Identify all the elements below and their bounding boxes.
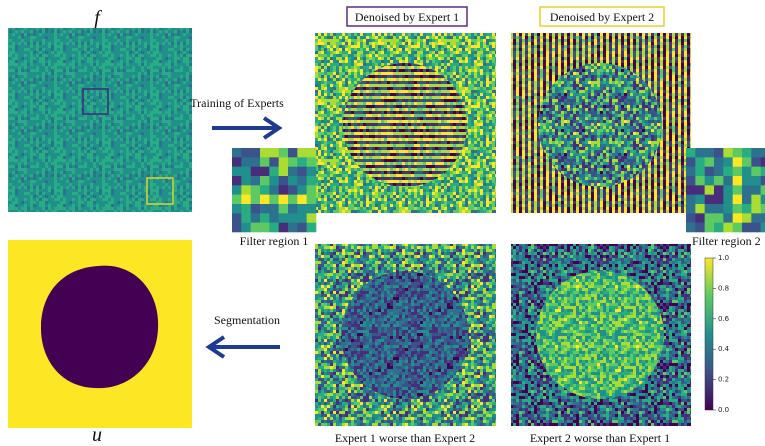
caption1: Expert 1 worse than Expert 2: [335, 431, 475, 445]
colorbar-tick-label: 1.0: [718, 254, 729, 262]
difference-image-1: [315, 244, 496, 426]
expert1-title: Denoised by Expert 1: [355, 10, 459, 24]
difference-image-2: [511, 244, 691, 426]
filter-patch-1: [232, 148, 316, 232]
caption2: Expert 2 worse than Expert 1: [530, 431, 670, 445]
expert1-image: [315, 33, 496, 213]
output-label: u: [92, 424, 102, 446]
filter2-label: Filter region 2: [692, 234, 761, 248]
input-label: f: [94, 7, 102, 29]
colorbar-tick-label: 0.8: [718, 284, 729, 292]
segmentation-label: Segmentation: [214, 313, 280, 327]
filter-patch-2: [686, 148, 765, 232]
colorbar: [705, 258, 713, 410]
filter1-label: Filter region 1: [240, 234, 309, 248]
colorbar-tick-label: 0.2: [718, 376, 729, 384]
segmented-region: [41, 266, 158, 388]
arrow-left: [209, 337, 280, 357]
expert2-image: [511, 33, 691, 213]
expert2-title: Denoised by Expert 2: [550, 10, 654, 24]
colorbar-tick-label: 0.4: [718, 345, 730, 353]
colorbar-tick-label: 0.6: [718, 315, 730, 323]
input-image: [8, 28, 192, 212]
training-label: Training of Experts: [190, 96, 284, 110]
figure: f Training of Experts Denoised by Expert…: [0, 0, 765, 446]
colorbar-tick-label: 0.0: [718, 406, 729, 414]
arrow-right: [212, 118, 279, 138]
